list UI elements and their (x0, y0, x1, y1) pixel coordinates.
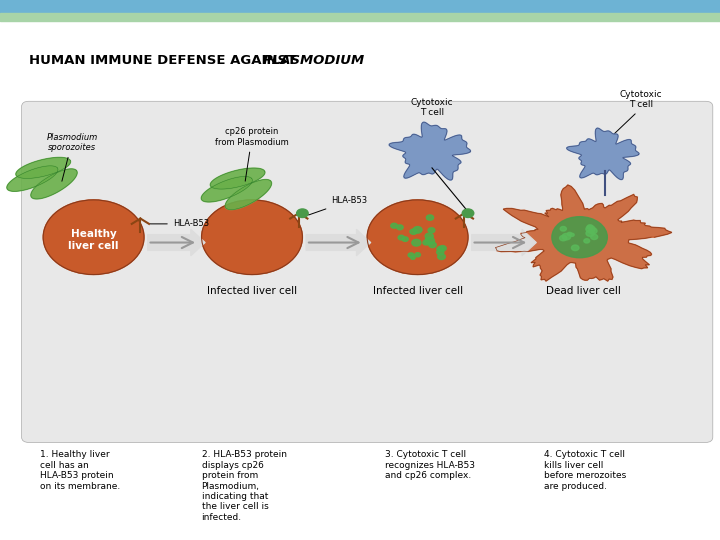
Circle shape (437, 249, 444, 255)
Circle shape (567, 232, 572, 235)
Text: PLASMODIUM: PLASMODIUM (263, 53, 365, 66)
Circle shape (413, 227, 422, 233)
Circle shape (425, 233, 433, 239)
Polygon shape (567, 128, 639, 180)
Circle shape (590, 234, 598, 240)
Circle shape (552, 217, 608, 258)
Circle shape (428, 228, 435, 233)
Circle shape (589, 228, 597, 234)
Text: Cytotoxic
T cell: Cytotoxic T cell (619, 90, 662, 109)
Circle shape (439, 246, 446, 251)
Circle shape (367, 200, 468, 274)
Text: HLA-B53: HLA-B53 (150, 219, 209, 228)
Text: 2. HLA-B53 protein
displays cp26
protein from
Plasmodium,
indicating that
the li: 2. HLA-B53 protein displays cp26 protein… (202, 450, 287, 522)
Polygon shape (210, 168, 265, 189)
Bar (0, 14, 720, 21)
Circle shape (462, 209, 474, 218)
Circle shape (410, 229, 417, 234)
Text: Infected liver cell: Infected liver cell (372, 286, 463, 296)
FancyBboxPatch shape (22, 102, 713, 442)
Text: Healthy
liver cell: Healthy liver cell (68, 229, 119, 251)
Polygon shape (495, 185, 672, 281)
Text: cp26 protein
from Plasmodium: cp26 protein from Plasmodium (215, 127, 289, 181)
Circle shape (423, 240, 430, 245)
Text: HLA-B53: HLA-B53 (309, 196, 367, 215)
Circle shape (202, 200, 302, 274)
Circle shape (437, 246, 444, 252)
Circle shape (412, 239, 421, 246)
Text: HUMAN IMMUNE DEFENSE AGAINST: HUMAN IMMUNE DEFENSE AGAINST (29, 53, 301, 66)
Polygon shape (31, 169, 77, 199)
Circle shape (410, 256, 415, 259)
Text: Plasmodium
sporozoites: Plasmodium sporozoites (46, 132, 98, 181)
Circle shape (584, 239, 590, 243)
Circle shape (43, 200, 144, 274)
Circle shape (297, 209, 308, 218)
Polygon shape (202, 177, 252, 202)
Circle shape (426, 215, 433, 220)
Circle shape (402, 237, 408, 241)
Circle shape (559, 235, 567, 241)
FancyArrow shape (472, 229, 536, 256)
Circle shape (586, 226, 595, 233)
Polygon shape (16, 158, 71, 178)
Polygon shape (225, 180, 271, 210)
Circle shape (570, 233, 574, 237)
Text: 1. Healthy liver
cell has an
HLA-B53 protein
on its membrane.: 1. Healthy liver cell has an HLA-B53 pro… (40, 450, 120, 491)
Polygon shape (390, 122, 471, 180)
Circle shape (397, 225, 403, 230)
Circle shape (428, 242, 436, 248)
Circle shape (587, 225, 593, 230)
Bar (0, 0, 720, 14)
FancyArrow shape (148, 229, 205, 256)
Circle shape (415, 253, 420, 257)
Polygon shape (7, 166, 58, 191)
Circle shape (425, 237, 434, 244)
Text: 3. Cytotoxic T cell
recognizes HLA-B53
and cp26 complex.: 3. Cytotoxic T cell recognizes HLA-B53 a… (385, 450, 475, 480)
Text: Cytotoxic
T cell: Cytotoxic T cell (410, 98, 454, 117)
Text: 4. Cytotoxic T cell
kills liver cell
before merozoites
are produced.: 4. Cytotoxic T cell kills liver cell bef… (544, 450, 626, 491)
Circle shape (398, 235, 405, 240)
Circle shape (408, 253, 414, 257)
Text: Infected liver cell: Infected liver cell (207, 286, 297, 296)
Circle shape (560, 226, 567, 231)
Circle shape (586, 230, 594, 237)
Text: Dead liver cell: Dead liver cell (546, 286, 621, 296)
Circle shape (562, 233, 571, 240)
FancyArrow shape (306, 229, 371, 256)
Circle shape (391, 223, 397, 228)
Circle shape (572, 245, 579, 251)
Circle shape (438, 254, 446, 260)
